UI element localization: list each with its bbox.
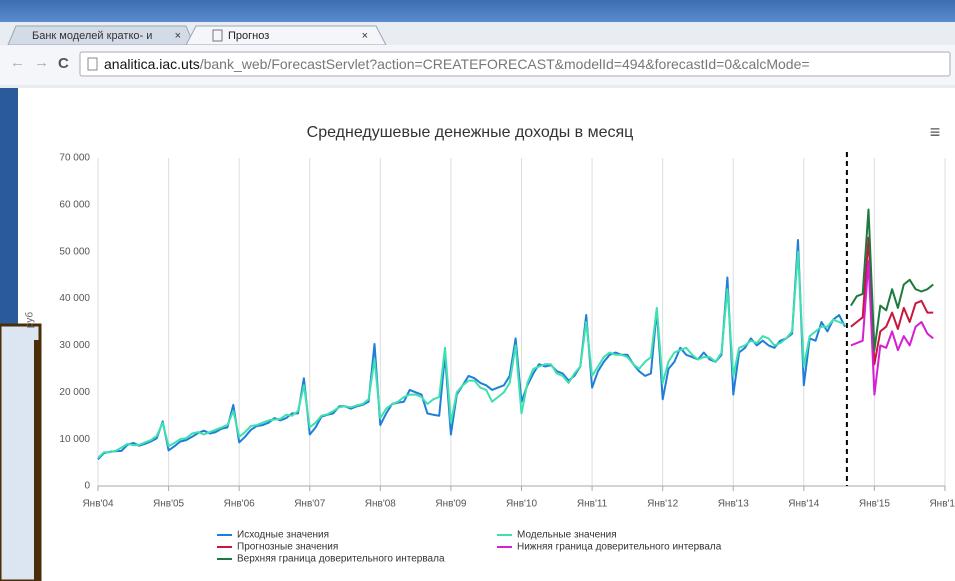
x-tick-label: Янв'14 xyxy=(788,499,820,510)
x-tick-label: Янв'10 xyxy=(506,499,538,510)
legend-label: Верхняя граница доверительного интервала xyxy=(237,554,445,565)
x-tick-label: Янв'16 xyxy=(929,499,955,510)
tab-close[interactable]: × xyxy=(175,30,181,42)
page-icon xyxy=(87,57,98,71)
address-bar[interactable] xyxy=(79,51,951,77)
legend-label: Нижняя граница доверительного интервала xyxy=(517,542,722,553)
x-tick-label: Янв'15 xyxy=(859,499,891,510)
overlay-border xyxy=(34,340,40,581)
series-line xyxy=(850,208,934,352)
tab-title: Прогноз xyxy=(228,30,269,42)
tab-active[interactable] xyxy=(185,25,387,46)
y-tick-label: 70 000 xyxy=(59,153,90,164)
chart: Среднедушевые денежные доходы в месяц ≡ … xyxy=(24,122,955,565)
y-tick-label: 10 000 xyxy=(59,434,90,445)
tab-icon xyxy=(212,29,223,42)
url-host: analitica.iac.uts xyxy=(104,56,200,72)
desktop-strip xyxy=(0,0,955,24)
tab-close[interactable]: × xyxy=(362,30,368,42)
y-tick-label: 0 xyxy=(84,481,90,492)
series-line xyxy=(850,236,934,366)
x-tick-label: Янв'05 xyxy=(153,499,185,510)
y-tick-label: 40 000 xyxy=(59,293,90,304)
legend-label: Прогнозные значения xyxy=(237,542,338,553)
page-content xyxy=(18,88,955,581)
x-tick-label: Янв'06 xyxy=(224,499,256,510)
y-axis-label: руб xyxy=(24,312,36,329)
tab-title: Банк моделей кратко- и xyxy=(32,30,152,42)
series-line xyxy=(97,250,846,459)
series-line xyxy=(97,239,846,460)
legend-label: Исходные значения xyxy=(237,530,329,541)
y-tick-label: 50 000 xyxy=(59,246,90,257)
back-button[interactable]: ← xyxy=(10,54,25,71)
x-tick-label: Янв'04 xyxy=(82,499,114,510)
series-line xyxy=(850,260,934,396)
y-tick-label: 60 000 xyxy=(59,199,90,210)
x-tick-label: Янв'12 xyxy=(647,499,679,510)
legend-label: Модельные значения xyxy=(517,530,617,541)
reload-button[interactable]: C xyxy=(58,55,69,72)
y-tick-label: 30 000 xyxy=(59,340,90,351)
forward-button[interactable]: → xyxy=(34,54,49,71)
x-tick-label: Янв'13 xyxy=(718,499,750,510)
chart-title: Среднедушевые денежные доходы в месяц xyxy=(307,124,634,141)
y-tick-label: 20 000 xyxy=(59,387,90,398)
url-path: /bank_web/ForecastServlet?action=CREATEF… xyxy=(200,56,810,72)
url: analitica.iac.uts/bank_web/ForecastServl… xyxy=(104,56,810,72)
x-tick-label: Янв'08 xyxy=(365,499,397,510)
x-tick-label: Янв'07 xyxy=(294,499,326,510)
x-tick-label: Янв'11 xyxy=(577,499,608,510)
menu-button[interactable]: ≡ xyxy=(930,122,941,142)
x-tick-label: Янв'09 xyxy=(435,499,467,510)
